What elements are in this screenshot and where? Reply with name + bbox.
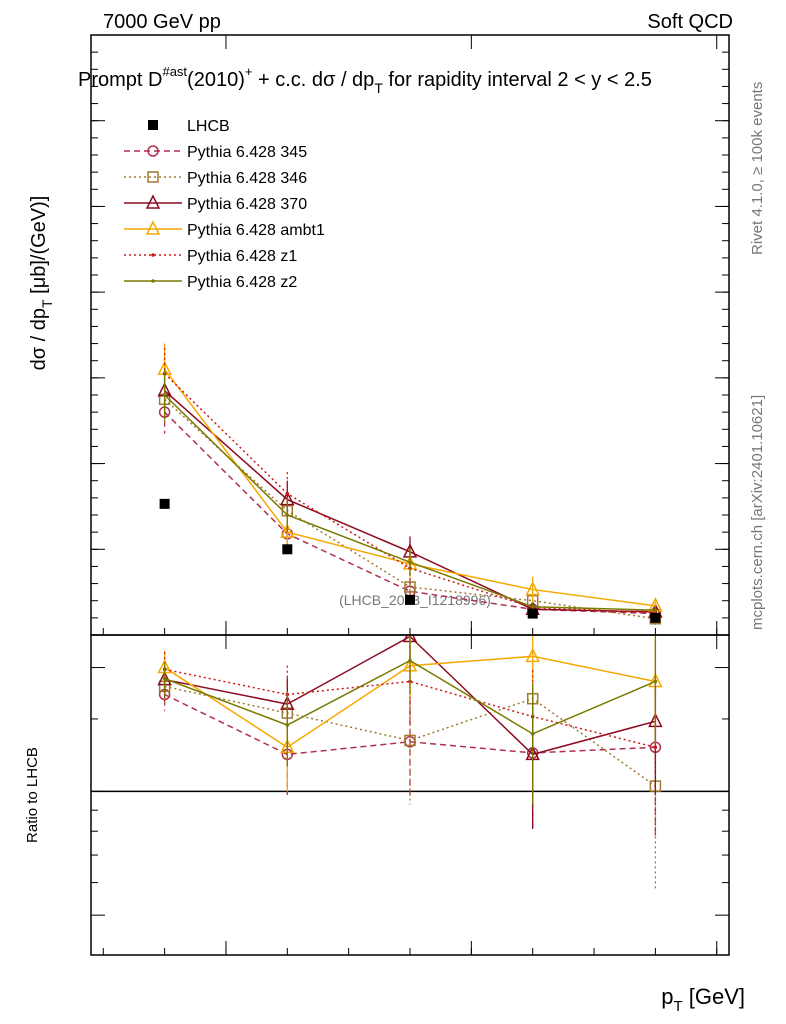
ratio-point [653,679,658,684]
chart-title: Prompt D#ast(2010)+ + c.c. dσ / dpT for … [78,64,652,96]
legend-label: Pythia 6.428 z2 [187,274,297,291]
legend-marker [147,171,159,183]
legend-label: LHCB [187,118,230,135]
legend: LHCB Pythia 6.428 345 Pythia 6.428 346 Pyth… [124,118,325,291]
ratio-y-axis-label: Ratio to LHCB [24,747,41,843]
series-1 [158,375,662,625]
legend-label: Pythia 6.428 370 [187,196,307,213]
main-panel: 0 10 20 30 40 50 60 [60,35,729,647]
legend-label: Pythia 6.428 ambt1 [187,222,325,239]
ratio-tick-label: 2 [71,658,82,680]
y-tick-label: 30 [60,368,82,390]
x-tick-label: 8 [711,964,722,986]
data-point [408,560,412,564]
lhcb-point [282,544,293,555]
mcplots-label: mcplots.cern.ch [arXiv:2401.10621] [749,395,766,630]
rivet-version-label: Rivet 4.1.0, ≥ 100k events [749,82,766,255]
ratio-point [408,658,412,663]
lhcb-point [405,594,415,605]
y-tick-label: 0 [71,625,82,647]
data-point [285,491,290,496]
legend-marker [151,253,155,257]
legend-label: Pythia 6.428 346 [187,170,307,187]
legend-marker [151,279,155,283]
ratio-series-5 [162,635,658,805]
y-tick-label: 20 [60,454,82,476]
series-line [164,398,656,620]
x-axis-label: pT [GeV] [661,984,745,1015]
data-point [162,393,167,397]
legend-label: Pythia 6.428 z1 [187,248,297,265]
x-tick-label: 6 [466,964,477,986]
legend-entry-2: Pythia 6.428 370 [124,194,307,213]
legend-marker [148,120,158,130]
series-5 [162,369,658,615]
ratio-panel: 4 6 8 0.5 0.5 1 1 2 2 [54,635,766,986]
ratio-frame [90,634,730,956]
ratio-point [653,745,658,750]
data-point [653,608,658,612]
ratio-tick-label: 1 [71,781,82,803]
ratio-point [162,676,167,681]
ratio-point [530,732,535,736]
ratio-tick-label-right: 0.5 [738,905,766,927]
legend-marker [145,194,161,209]
y-tick-label: 40 [60,282,82,304]
series-line [164,373,656,614]
y-tick-label: 50 [60,196,82,218]
ratio-point [285,723,290,727]
legend-entry-4: Pythia 6.428 z1 [124,248,297,265]
legend-entry-3: Pythia 6.428 ambt1 [124,220,325,239]
data-point [525,580,540,596]
ratio-tick-label-right: 1 [738,781,749,803]
ratio-point [404,734,416,747]
legend-entry-5: Pythia 6.428 z2 [124,274,297,291]
ratio-line [164,693,656,756]
y-axis-label: dσ / dpT [μb]/(GeV)] [28,196,55,371]
data-point [280,523,295,538]
legend-label: Pythia 6.428 345 [187,144,307,161]
y-tick-label: 10 [60,539,82,561]
data-point [404,581,416,593]
lhcb-point [159,498,170,509]
legend-marker [147,145,159,157]
header-right: Soft QCD [647,11,733,33]
lhcb-series [159,498,661,623]
ratio-tick-label-right: 2 [738,658,749,680]
legend-entry-1: Pythia 6.428 346 [124,170,307,187]
header-left: 7000 GeV pp [103,11,221,33]
y-tick-label: 60 [60,111,82,133]
data-point [285,513,290,517]
lhcb-point [527,608,538,619]
lhcb-point [650,612,661,623]
legend-marker [145,220,161,235]
data-point [530,604,535,609]
ratio-tick-label: 0.5 [54,905,82,927]
ratio-point [525,647,540,663]
x-tick-label: 4 [220,964,231,986]
legend-entry-0: Pythia 6.428 345 [124,144,307,161]
legend-entry-lhcb: LHCB [148,118,230,135]
